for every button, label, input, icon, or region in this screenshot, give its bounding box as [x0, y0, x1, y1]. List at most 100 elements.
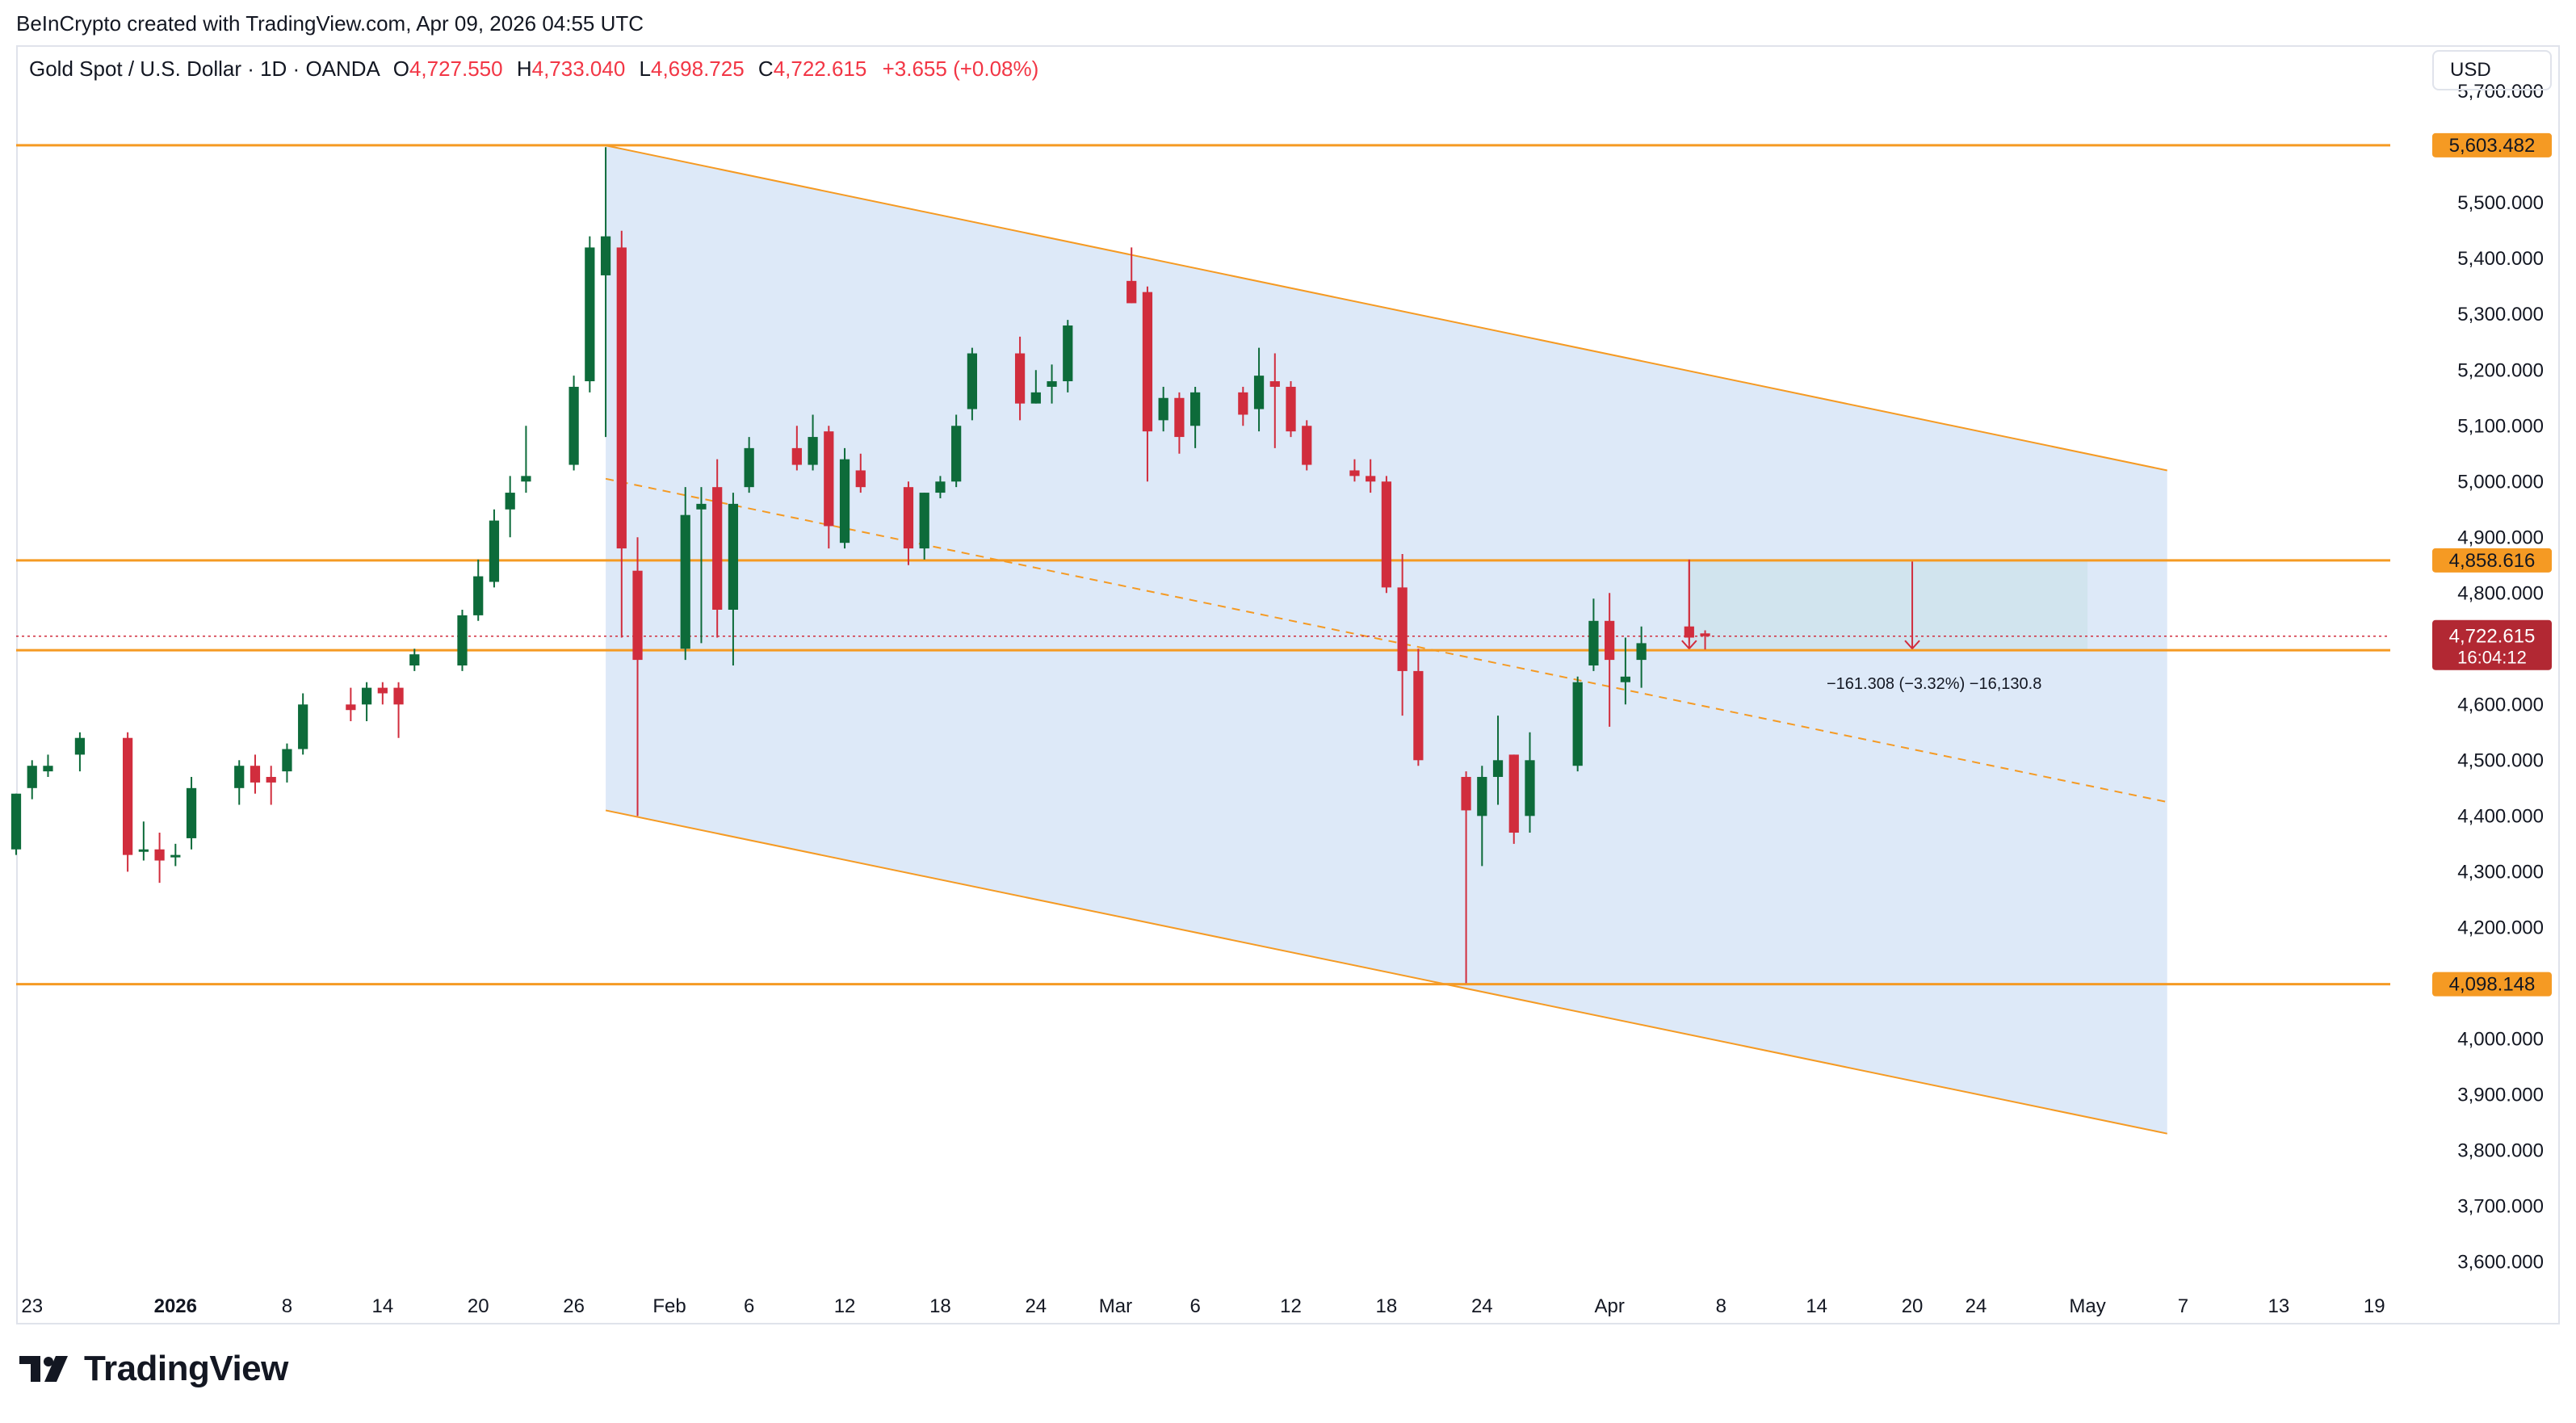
symbol-legend: Gold Spot / U.S. Dollar · 1D · OANDA O4,… — [29, 57, 1038, 82]
candle-up — [728, 493, 739, 665]
candle-body — [1047, 381, 1057, 387]
price-tick: 3,800.000 — [2457, 1140, 2544, 1161]
time-tick: 23 — [21, 1295, 43, 1317]
candle-down — [1349, 459, 1360, 482]
level-price-label-bg — [2432, 132, 2552, 157]
candle-up — [568, 376, 579, 471]
price-tick: 4,200.000 — [2457, 917, 2544, 938]
price-tick: 3,600.000 — [2457, 1251, 2544, 1273]
time-tick: Apr — [1594, 1295, 1624, 1317]
price-tick: 5,000.000 — [2457, 471, 2544, 493]
candle-up — [808, 414, 818, 471]
candle-down — [393, 682, 404, 738]
price-tick: 3,700.000 — [2457, 1195, 2544, 1217]
candle-up — [1047, 364, 1057, 404]
candle-body — [1508, 754, 1519, 833]
price-tick: 5,500.000 — [2457, 192, 2544, 214]
candle-body — [1349, 470, 1360, 476]
brand-name: TradingView — [84, 1349, 288, 1388]
open-value: 4,727.550 — [409, 57, 503, 81]
time-tick: May — [2069, 1295, 2105, 1317]
candle-body — [1397, 587, 1408, 671]
candle-body — [1605, 620, 1615, 661]
low-label: L — [639, 57, 651, 81]
level-price-label: 4,858.616 — [2432, 548, 2552, 573]
price-tick: 4,400.000 — [2457, 805, 2544, 827]
candle-body — [27, 766, 37, 788]
candle-up — [1158, 386, 1168, 432]
candle-up — [505, 476, 515, 538]
candle-down — [1381, 476, 1392, 594]
price-tick: 4,600.000 — [2457, 694, 2544, 716]
level-price-label: 4,098.148 — [2432, 972, 2552, 997]
candle-body — [377, 687, 388, 694]
candle-body — [600, 236, 611, 275]
candle-down — [632, 537, 643, 816]
candle-body — [1142, 292, 1153, 432]
time-tick: 24 — [1025, 1295, 1047, 1317]
candle-down — [1302, 420, 1312, 471]
candle-body — [282, 749, 292, 772]
candle-body — [1477, 777, 1487, 816]
candle-up — [43, 754, 53, 778]
candle-body — [1572, 682, 1583, 766]
candle-up — [1620, 637, 1631, 705]
candle-body — [43, 766, 53, 772]
candle-down — [1508, 754, 1519, 844]
candle-body — [855, 470, 866, 488]
candle-body — [1238, 392, 1248, 415]
current-price-bg — [2432, 619, 2552, 670]
time-tick: 26 — [563, 1295, 585, 1317]
candle-up — [10, 793, 22, 855]
candle-down — [1700, 630, 1710, 650]
level-price-label-bg — [2432, 972, 2552, 997]
candle-body — [824, 431, 834, 527]
time-tick: 13 — [2268, 1295, 2290, 1317]
candle-body — [935, 481, 946, 493]
price-tick: 5,200.000 — [2457, 359, 2544, 381]
candle-body — [585, 247, 595, 382]
candle-up — [935, 476, 946, 498]
measure-text: −161.308 (−3.32%) −16,130.8 — [1827, 675, 2041, 693]
candle-down — [1397, 553, 1408, 716]
candle-body — [234, 766, 245, 788]
candle-body — [74, 737, 86, 755]
candle-down — [346, 687, 356, 722]
time-tick: 20 — [1902, 1295, 1924, 1317]
candle-body — [1302, 426, 1312, 465]
currency-button[interactable]: USD — [2432, 50, 2552, 90]
candle-down — [1413, 649, 1424, 766]
level-price-label: 5,603.482 — [2432, 132, 2552, 157]
high-value: 4,733.040 — [531, 57, 626, 81]
candle-body — [1286, 386, 1296, 432]
time-tick: 12 — [1280, 1295, 1302, 1317]
candle-body — [1413, 670, 1424, 761]
candle-body — [393, 687, 404, 705]
candle-up — [361, 682, 372, 722]
tradingview-brand[interactable]: TradingView — [18, 1349, 288, 1389]
price-tick: 4,300.000 — [2457, 861, 2544, 883]
candle-body — [1174, 397, 1185, 438]
candle-up — [839, 447, 850, 549]
time-tick: 8 — [282, 1295, 292, 1317]
time-tick: 14 — [371, 1295, 393, 1317]
time-tick: 7 — [2178, 1295, 2188, 1317]
candle-up — [967, 347, 978, 421]
candle-up — [1636, 626, 1647, 688]
candle-body — [1525, 760, 1535, 816]
horizontal-levels — [16, 144, 2390, 986]
candle-down — [1605, 593, 1615, 727]
time-tick: Feb — [652, 1295, 686, 1317]
candle-body — [346, 704, 356, 711]
channel-fill — [606, 145, 2167, 1134]
candle-down — [616, 230, 627, 638]
price-tick: 5,400.000 — [2457, 248, 2544, 270]
candle-body — [154, 849, 165, 861]
candle-body — [138, 849, 149, 852]
candle-up — [521, 426, 531, 493]
candle-body — [266, 777, 276, 783]
price-tick: 4,000.000 — [2457, 1028, 2544, 1050]
level-price-label-text: 4,858.616 — [2449, 550, 2536, 572]
open-label: O — [392, 57, 409, 81]
